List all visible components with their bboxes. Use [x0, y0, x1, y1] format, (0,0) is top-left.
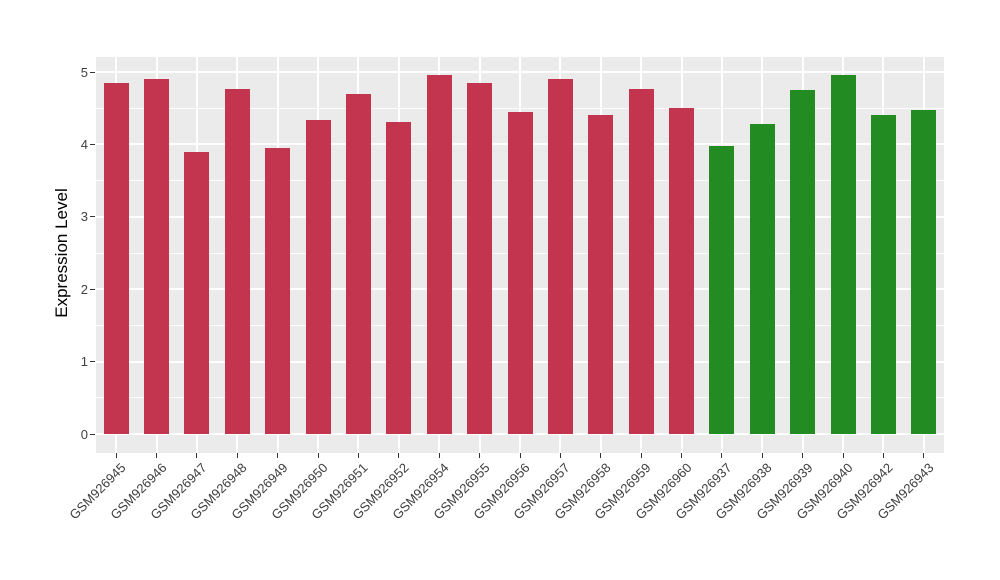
- bar: [749, 124, 775, 434]
- x-tick-mark: [196, 453, 198, 458]
- y-tick-label: 1: [80, 354, 88, 370]
- bar: [669, 108, 695, 434]
- x-tick-mark: [479, 453, 481, 458]
- bar: [305, 119, 331, 434]
- y-tick-mark: [90, 216, 95, 218]
- horizontal-major-gridline: [96, 433, 944, 435]
- bar: [426, 74, 452, 434]
- bar: [467, 82, 493, 434]
- x-tick-mark: [398, 453, 400, 458]
- plot-panel: [96, 57, 944, 453]
- x-tick-mark: [802, 453, 804, 458]
- y-tick-label: 5: [80, 64, 88, 80]
- x-tick-mark: [882, 453, 884, 458]
- y-tick-mark: [90, 143, 95, 145]
- bar: [103, 82, 129, 434]
- bar: [588, 114, 614, 434]
- bar: [709, 145, 735, 434]
- horizontal-major-gridline: [96, 71, 944, 73]
- bar: [224, 88, 250, 434]
- y-tick-mark: [90, 71, 95, 73]
- bar: [265, 148, 291, 434]
- x-tick-mark: [115, 453, 117, 458]
- bar: [830, 74, 856, 434]
- bar: [870, 114, 896, 434]
- y-tick-label: 4: [80, 136, 88, 152]
- x-tick-mark: [277, 453, 279, 458]
- bar: [386, 121, 412, 434]
- bar: [547, 78, 573, 434]
- y-tick-mark: [90, 433, 95, 435]
- bar: [144, 79, 170, 434]
- x-tick-mark: [156, 453, 158, 458]
- bar: [345, 94, 371, 434]
- x-tick-mark: [721, 453, 723, 458]
- x-tick-mark: [317, 453, 319, 458]
- y-tick-label: 2: [80, 281, 88, 297]
- x-tick-mark: [438, 453, 440, 458]
- x-tick-mark: [600, 453, 602, 458]
- x-tick-mark: [357, 453, 359, 458]
- y-tick-mark: [90, 361, 95, 363]
- x-tick-mark: [842, 453, 844, 458]
- horizontal-minor-gridline: [96, 107, 944, 109]
- y-tick-label: 3: [80, 209, 88, 225]
- y-axis-title: Expression Level: [52, 188, 71, 318]
- x-tick-mark: [559, 453, 561, 458]
- bar: [507, 111, 533, 434]
- x-tick-mark: [640, 453, 642, 458]
- y-tick-mark: [90, 288, 95, 290]
- x-tick-mark: [923, 453, 925, 458]
- bar: [628, 88, 654, 434]
- y-tick-label: 0: [80, 426, 88, 442]
- x-tick-mark: [681, 453, 683, 458]
- bar: [911, 109, 937, 434]
- bar: [184, 152, 210, 434]
- x-tick-mark: [519, 453, 521, 458]
- x-tick-mark: [236, 453, 238, 458]
- x-tick-mark: [761, 453, 763, 458]
- bar: [790, 90, 816, 434]
